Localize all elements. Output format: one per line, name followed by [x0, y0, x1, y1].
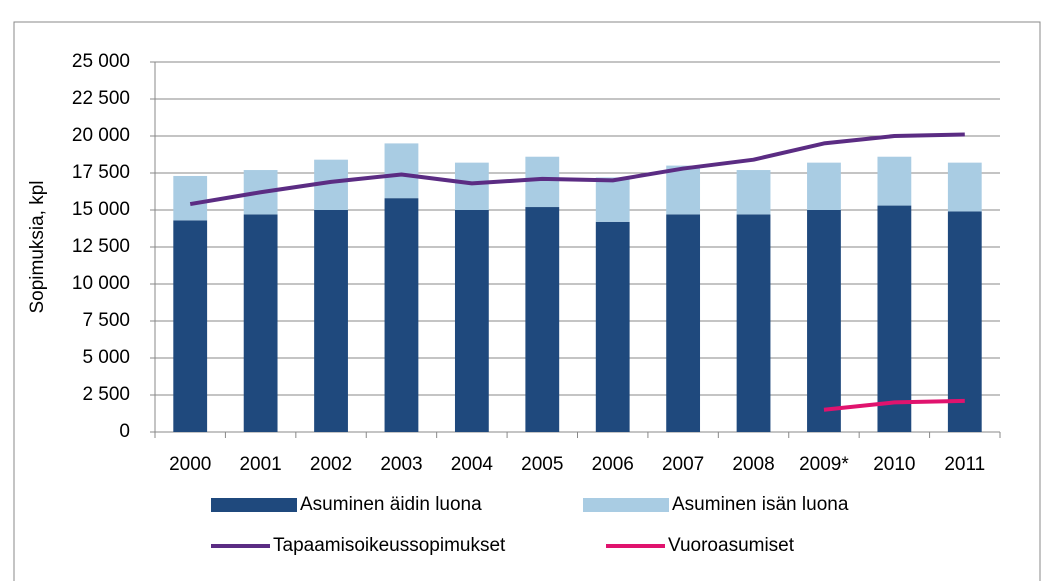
bar	[666, 214, 701, 432]
y-tick-label: 15 000	[72, 199, 130, 220]
x-tick-label: 2009*	[799, 454, 849, 475]
bar	[454, 210, 489, 432]
y-tick-label: 10 000	[72, 273, 130, 294]
line	[823, 398, 965, 412]
x-tick-label: 2001	[239, 454, 281, 475]
y-tick-label: 7 500	[82, 310, 130, 331]
bar	[595, 221, 630, 432]
legend-swatch	[211, 498, 297, 512]
x-tick-label: 2004	[451, 454, 494, 475]
y-tick-label: 5 000	[82, 347, 130, 368]
legend-label: Asuminen isän luona	[672, 494, 849, 515]
y-tick-label: 20 000	[72, 125, 130, 146]
bar	[173, 175, 208, 221]
bar	[384, 143, 419, 199]
bar	[807, 162, 841, 210]
legend-label: Tapaamisoikeussopimukset	[273, 535, 506, 556]
bar	[947, 211, 982, 432]
bar	[947, 162, 982, 212]
bar	[736, 170, 771, 215]
bar	[595, 177, 630, 222]
x-tick-label: 2000	[169, 454, 211, 475]
bar	[877, 156, 912, 206]
x-tick-label: 2003	[380, 454, 422, 475]
bar	[384, 198, 419, 432]
x-tick-label: 2008	[732, 454, 774, 475]
x-tick-label: 2011	[944, 454, 985, 475]
bar	[314, 210, 348, 432]
bar	[454, 162, 489, 210]
y-tick-label: 2 500	[82, 384, 130, 405]
y-tick-label: 25 000	[72, 51, 130, 72]
bar	[736, 214, 771, 432]
bar	[243, 214, 278, 432]
x-tick-label: 2007	[662, 454, 704, 475]
y-tick-label: 22 500	[72, 88, 130, 109]
x-tick-label: 2005	[521, 454, 563, 475]
bar	[666, 165, 701, 215]
line	[189, 132, 965, 207]
legend-label: Vuoroasumiset	[668, 535, 795, 556]
bar	[807, 210, 841, 432]
bar	[525, 156, 560, 208]
x-tick-label: 2010	[873, 454, 915, 475]
bar	[877, 205, 912, 432]
bar	[525, 207, 560, 432]
y-tick-label: 0	[119, 421, 130, 442]
bar	[173, 220, 208, 432]
legend-label: Asuminen äidin luona	[300, 494, 482, 515]
x-tick-label: 2006	[592, 454, 634, 475]
legend-swatch	[583, 498, 669, 512]
y-axis-label: Sopimuksia, kpl	[27, 180, 48, 313]
y-tick-label: 12 500	[72, 236, 130, 257]
x-tick-label: 2002	[310, 454, 352, 475]
y-tick-label: 17 500	[72, 162, 130, 183]
